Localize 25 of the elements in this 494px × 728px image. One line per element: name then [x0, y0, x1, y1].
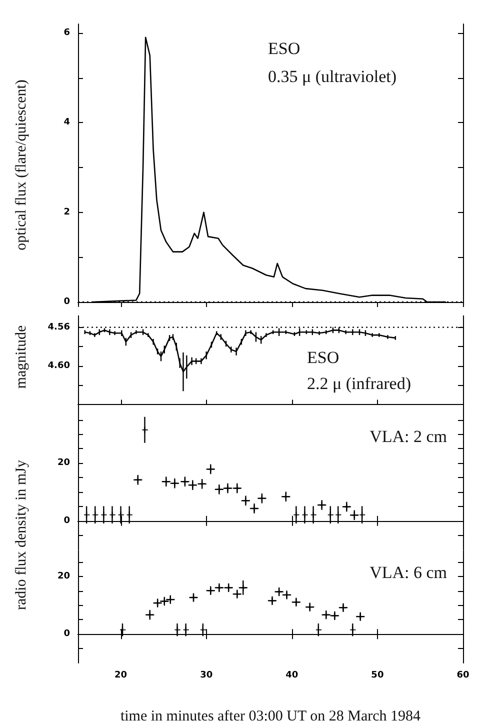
x-axis-title: time in minutes after 03:00 UT on 28 March 1984 — [120, 708, 422, 724]
y-tick-label: 4.60 — [48, 361, 70, 372]
x-tick-label: 50 — [371, 670, 384, 680]
x-tick-label: 30 — [200, 670, 213, 680]
y-tick-label: 6 — [64, 28, 70, 38]
y-axis-title: magnitude — [14, 325, 30, 389]
y-axis-title: optical flux (flare/quiescent) — [14, 80, 30, 250]
annotation: 0.35 μ (ultraviolet) — [268, 67, 397, 86]
y-tick-label: 0 — [64, 297, 70, 308]
y-tick-label: 0 — [64, 628, 70, 639]
x-tick-label: 20 — [114, 670, 128, 680]
annotation: ESO — [268, 39, 300, 58]
y-tick-label: 20 — [57, 458, 70, 468]
x-tick-label: 60 — [456, 670, 470, 680]
y-axis-title: radio flux density in mJy — [14, 460, 30, 610]
y-tick-label: 4.56 — [48, 322, 70, 332]
annotation: VLA: 2 cm — [370, 426, 448, 446]
y-tick-label: 0 — [64, 516, 70, 526]
x-tick-label: 40 — [286, 670, 298, 680]
y-tick-label: 20 — [57, 570, 70, 581]
y-tick-label: 2 — [64, 207, 70, 218]
y-tick-label: 4 — [64, 118, 70, 128]
annotation: 2.2 μ (infrared) — [307, 374, 411, 393]
annotation: VLA: 6 cm — [370, 562, 448, 582]
annotation: ESO — [307, 348, 340, 367]
